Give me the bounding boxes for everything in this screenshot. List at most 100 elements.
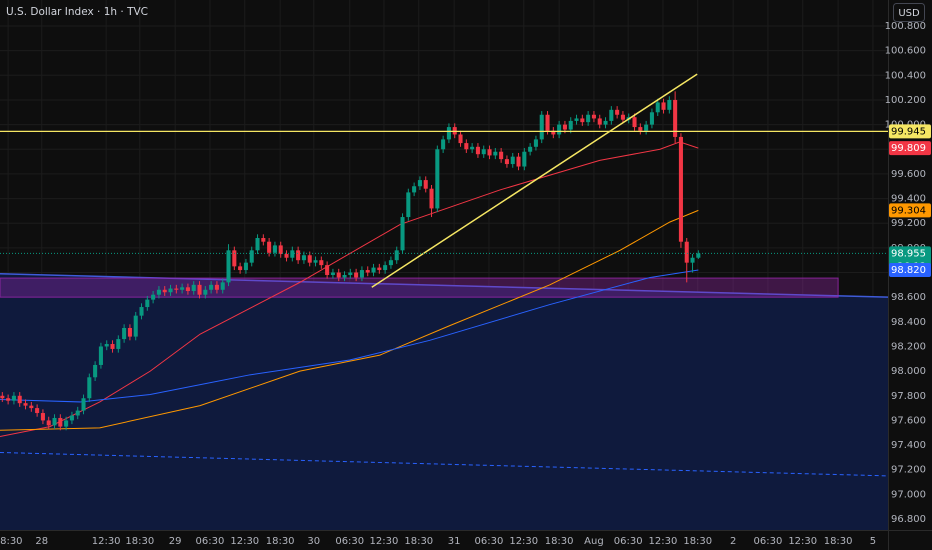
candle-body [180, 287, 185, 290]
candle-body [330, 272, 335, 275]
price-label: 99.809 [891, 143, 926, 154]
candle-body [667, 99, 672, 110]
x-tick-label: 12:30 [92, 536, 121, 547]
candle-body [545, 114, 550, 131]
candle-body [23, 403, 28, 406]
y-tick-label: 98.400 [891, 317, 926, 328]
candle-body [220, 282, 225, 290]
y-tick-label: 97.400 [891, 440, 926, 451]
candle-body [400, 217, 405, 251]
drawings-under [0, 273, 889, 530]
x-tick-label: 12:30 [788, 536, 817, 547]
candle-body [209, 284, 214, 290]
candle-body [145, 299, 150, 308]
price-label-box [889, 203, 931, 218]
candle-body [655, 102, 660, 113]
candle-body [388, 260, 393, 266]
currency-label[interactable]: USD [898, 8, 920, 19]
candle-body [243, 262, 248, 271]
trend-line [0, 451, 889, 477]
candle-body [539, 114, 544, 140]
moving-average [0, 209, 699, 431]
candle-body [406, 192, 411, 218]
x-tick-label: 06:30 [754, 536, 783, 547]
candle-body [423, 180, 428, 189]
y-tick-label: 98.000 [891, 366, 926, 377]
candle-body [690, 257, 695, 263]
candle-body [562, 124, 567, 130]
candle-body [185, 287, 190, 292]
y-tick-label: 99.200 [891, 218, 926, 229]
candle-body [533, 139, 538, 147]
x-tick-label: 06:30 [475, 536, 504, 547]
candle-body [464, 143, 469, 150]
y-tick-label: 96.800 [891, 514, 926, 525]
candle-body [110, 344, 115, 349]
candle-body [296, 250, 301, 261]
x-tick-label: 06:30 [196, 536, 225, 547]
y-tick-label: 100.800 [885, 21, 926, 32]
candle-body [168, 288, 173, 293]
candle-body [586, 114, 591, 123]
candle-body [267, 241, 272, 253]
candle-body [574, 118, 579, 121]
x-tick-label: 12:30 [370, 536, 399, 547]
x-tick-label: 31 [448, 536, 461, 547]
candle-body [87, 377, 92, 399]
price-label: 98.820 [891, 265, 926, 276]
candle-body [597, 118, 602, 125]
candle-body [46, 420, 51, 426]
candle-body [52, 417, 57, 426]
candle-body [29, 405, 34, 409]
candle-body [64, 420, 69, 427]
candle-body [261, 238, 266, 242]
x-tick-label: 18:30 [125, 536, 154, 547]
candle-body [493, 151, 498, 156]
chart-title: U.S. Dollar Index · 1h · TVC [6, 6, 148, 18]
candle-body [371, 267, 376, 273]
x-tick-label: 18:30 [824, 536, 853, 547]
candle-body [673, 99, 678, 137]
y-tick-label: 97.800 [891, 391, 926, 402]
candle-body [649, 112, 654, 125]
shaded-zone [0, 273, 888, 530]
y-tick-label: 99.600 [891, 169, 926, 180]
candle-body [696, 253, 701, 258]
x-tick-label: Aug [584, 536, 604, 547]
candle-body [348, 272, 353, 275]
candle-body [69, 415, 74, 421]
candle-body [591, 114, 596, 119]
candle-body [458, 134, 463, 144]
candle-body [638, 127, 643, 131]
candle-body [429, 188, 434, 209]
candle-body [499, 151, 504, 160]
price-label-box [889, 124, 931, 139]
price-label-box [889, 141, 931, 156]
moving-average [0, 269, 699, 403]
moving-average [0, 141, 699, 437]
candle-body [336, 272, 341, 278]
candle-body [516, 156, 521, 167]
candle-body [116, 339, 121, 349]
candle-body [470, 146, 475, 150]
y-tick-label: 98.200 [891, 341, 926, 352]
candle-body [151, 294, 156, 300]
candle-body [510, 156, 515, 165]
x-tick-label: 18:30 [404, 536, 433, 547]
drawings-over [0, 73, 888, 288]
candle-body [354, 272, 359, 278]
candle-body [284, 254, 289, 258]
x-tick-label: 28 [35, 536, 48, 547]
candle-body [319, 260, 324, 266]
y-tick-label: 99.400 [891, 194, 926, 205]
currency-button[interactable] [893, 3, 925, 22]
candle-body [191, 284, 196, 292]
price-label: 99.945 [891, 126, 926, 137]
candle-body [122, 327, 127, 340]
x-tick-label: 29 [169, 536, 182, 547]
candle-body [162, 289, 167, 293]
candle-body [290, 250, 295, 258]
candle-body [249, 250, 254, 263]
candle-body [504, 159, 509, 165]
